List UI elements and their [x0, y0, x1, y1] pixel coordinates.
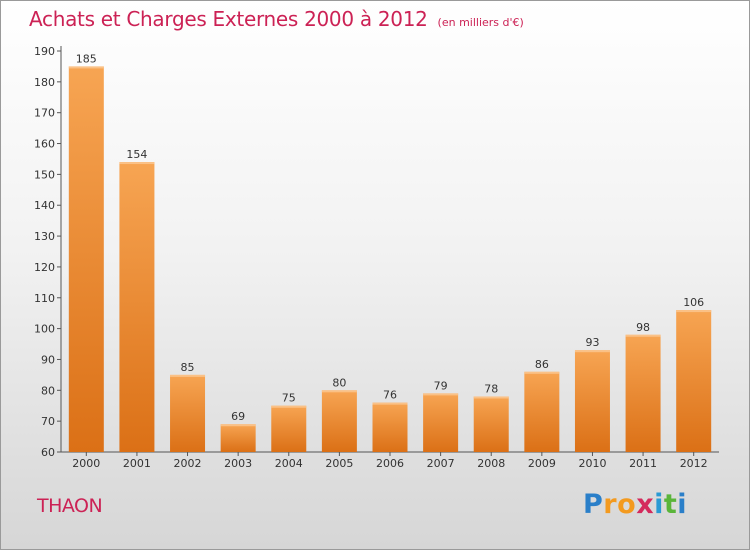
x-tick-label: 2011	[629, 457, 657, 470]
data-label-2003: 69	[231, 410, 245, 423]
chart-title-group: Achats et Charges Externes 2000 à 2012 (e…	[29, 7, 524, 31]
logo-letter: x	[636, 489, 655, 520]
bar-2006	[372, 402, 408, 452]
x-tick-label: 2002	[174, 457, 202, 470]
bar-2000	[68, 66, 104, 452]
bar-2001	[119, 162, 155, 453]
x-tick-label: 2007	[427, 457, 455, 470]
bar-highlight	[625, 334, 661, 337]
data-label-2006: 76	[383, 389, 397, 402]
y-tick-label: 170	[34, 107, 55, 120]
bar-highlight	[473, 396, 509, 399]
x-tick-label: 2009	[528, 457, 556, 470]
bar-2012	[676, 310, 712, 452]
data-label-2011: 98	[636, 321, 650, 334]
data-label-2002: 85	[181, 361, 195, 374]
bar-highlight	[68, 66, 104, 69]
commune-name: THAON	[37, 495, 103, 517]
x-tick-label: 2001	[123, 457, 151, 470]
y-tick-label: 70	[41, 415, 55, 428]
x-tick-label: 2000	[72, 457, 100, 470]
logo-letter: o	[617, 489, 637, 520]
y-tick-label: 150	[34, 168, 55, 181]
bar-2009	[524, 371, 560, 452]
y-tick-label: 180	[34, 76, 55, 89]
bar-2007	[423, 393, 459, 452]
y-axis: 60 70 80 90 100 110 120 130 140 150 160 170 180 190	[34, 45, 62, 459]
y-tick-label: 100	[34, 323, 55, 336]
x-tick-label: 2006	[376, 457, 404, 470]
x-axis: 2000 2001 2002 2003 2004 2005 2006 2007 2008 2009…	[61, 451, 719, 470]
y-tick-label: 80	[41, 384, 55, 397]
data-label-2007: 79	[434, 379, 448, 392]
data-label-2008: 78	[484, 382, 498, 395]
data-label-2010: 93	[585, 336, 599, 349]
logo-letter: i	[654, 489, 664, 520]
y-tick-label: 90	[41, 353, 55, 366]
x-tick-label: 2005	[325, 457, 353, 470]
y-tick-label: 110	[34, 292, 55, 305]
y-tick-label: 120	[34, 261, 55, 274]
bar-highlight	[220, 424, 256, 427]
bar-2011	[625, 334, 661, 452]
bar-highlight	[372, 402, 408, 405]
data-label-2000: 185	[76, 52, 97, 65]
y-tick-label: 130	[34, 230, 55, 243]
bar-2005	[321, 390, 357, 452]
y-tick-label: 160	[34, 138, 55, 151]
bar-2008	[473, 396, 509, 452]
data-label-2012: 106	[683, 296, 704, 309]
chart-title: Achats et Charges Externes 2000 à 2012	[29, 7, 428, 31]
bar-2010	[574, 350, 610, 452]
bars	[68, 66, 712, 453]
proxiti-logo: Proxiti	[583, 489, 687, 520]
bar-highlight	[676, 310, 712, 313]
y-tick-label: 190	[34, 45, 55, 58]
bar-2003	[220, 424, 256, 452]
data-label-2009: 86	[535, 358, 549, 371]
bar-highlight	[119, 162, 155, 165]
logo-letter: t	[663, 489, 678, 520]
y-tick-label: 60	[41, 446, 55, 459]
chart-subtitle: (en milliers d'€)	[437, 16, 524, 29]
bar-highlight	[574, 350, 610, 353]
data-label-2001: 154	[126, 148, 147, 161]
logo-letter: P	[583, 489, 604, 520]
data-labels: 185 154 85 69 75 80 76 79 78 86 93 98 106	[76, 52, 704, 423]
x-tick-label: 2003	[224, 457, 252, 470]
bar-highlight	[271, 405, 307, 408]
bar-highlight	[170, 374, 206, 377]
x-tick-label: 2010	[578, 457, 606, 470]
bar-2004	[271, 405, 307, 452]
logo-letter: i	[677, 489, 688, 520]
bar-2002	[170, 374, 206, 452]
logo-letter: r	[603, 489, 618, 520]
x-tick-label: 2004	[275, 457, 303, 470]
x-tick-label: 2008	[477, 457, 505, 470]
bar-highlight	[423, 393, 459, 396]
data-label-2005: 80	[332, 376, 346, 389]
bar-highlight	[321, 390, 357, 393]
x-tick-label: 2012	[680, 457, 708, 470]
y-tick-label: 140	[34, 199, 55, 212]
bar-highlight	[524, 371, 560, 374]
data-label-2004: 75	[282, 392, 296, 405]
